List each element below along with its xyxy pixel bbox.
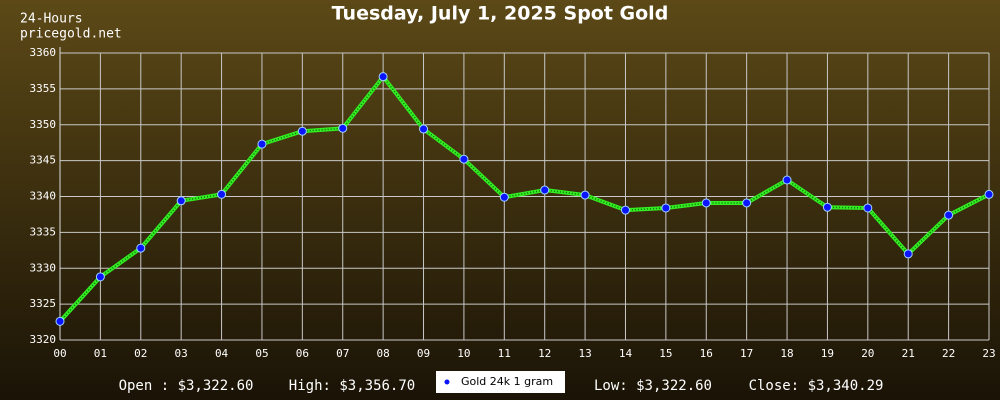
point	[217, 189, 227, 199]
point	[661, 203, 671, 213]
point	[944, 210, 954, 220]
x-tick-label: 22	[942, 347, 955, 360]
summary-stat: Open : $3,322.60	[119, 378, 254, 394]
legend-box	[436, 371, 565, 393]
x-tick-label: 00	[53, 347, 66, 360]
y-tick-label: 3345	[30, 154, 57, 167]
x-tick-label: 17	[740, 347, 753, 360]
x-tick-label: 13	[578, 347, 591, 360]
y-tick-label: 3330	[30, 261, 57, 274]
point	[499, 192, 509, 202]
point	[580, 190, 590, 200]
x-tick-label: 02	[134, 347, 147, 360]
summary-stat: High: $3,356.70	[289, 378, 415, 394]
y-tick-label: 3350	[30, 118, 57, 131]
source-label: 24-Hours	[20, 12, 83, 27]
x-tick-label: 19	[821, 347, 834, 360]
summary-stat: Close: $3,340.29	[749, 378, 884, 394]
point	[782, 175, 792, 185]
point	[95, 272, 105, 282]
line-texture	[59, 75, 990, 322]
x-tick-label: 07	[336, 347, 349, 360]
point	[55, 316, 65, 326]
x-tick-label: 09	[417, 347, 430, 360]
point	[822, 202, 832, 212]
point	[863, 203, 873, 213]
point	[742, 198, 752, 208]
legend-marker	[444, 379, 450, 385]
point	[984, 189, 994, 199]
x-tick-label: 14	[619, 347, 633, 360]
x-tick-label: 08	[377, 347, 390, 360]
point	[419, 124, 429, 134]
x-tick-label: 21	[902, 347, 915, 360]
legend-label: Gold 24k 1 gram	[461, 375, 553, 388]
y-tick-label: 3335	[30, 225, 57, 238]
point	[257, 139, 267, 149]
point	[903, 249, 913, 259]
point	[297, 126, 307, 136]
x-tick-label: 03	[175, 347, 188, 360]
x-tick-label: 20	[861, 347, 874, 360]
point	[338, 123, 348, 133]
x-tick-label: 11	[498, 347, 511, 360]
x-tick-label: 18	[780, 347, 793, 360]
chart-title: Tuesday, July 1, 2025 Spot Gold	[332, 3, 669, 25]
y-tick-label: 3340	[30, 190, 57, 203]
point	[378, 72, 388, 82]
point	[136, 243, 146, 253]
x-tick-label: 15	[659, 347, 672, 360]
x-tick-label: 05	[255, 347, 268, 360]
point	[459, 154, 469, 164]
y-tick-label: 3325	[30, 297, 57, 310]
x-tick-label: 23	[982, 347, 995, 360]
point	[176, 196, 186, 206]
x-tick-label: 10	[457, 347, 470, 360]
summary-stat: Low: $3,322.60	[594, 378, 712, 394]
y-tick-label: 3355	[30, 82, 57, 95]
point	[620, 205, 630, 215]
point	[701, 198, 711, 208]
x-tick-label: 16	[700, 347, 713, 360]
y-tick-label: 3320	[30, 333, 57, 346]
x-tick-label: 04	[215, 347, 229, 360]
x-tick-label: 06	[296, 347, 309, 360]
y-tick-label: 3360	[30, 46, 57, 59]
point	[540, 185, 550, 195]
x-tick-label: 12	[538, 347, 551, 360]
source-label: pricegold.net	[20, 27, 122, 42]
x-tick-label: 01	[94, 347, 107, 360]
